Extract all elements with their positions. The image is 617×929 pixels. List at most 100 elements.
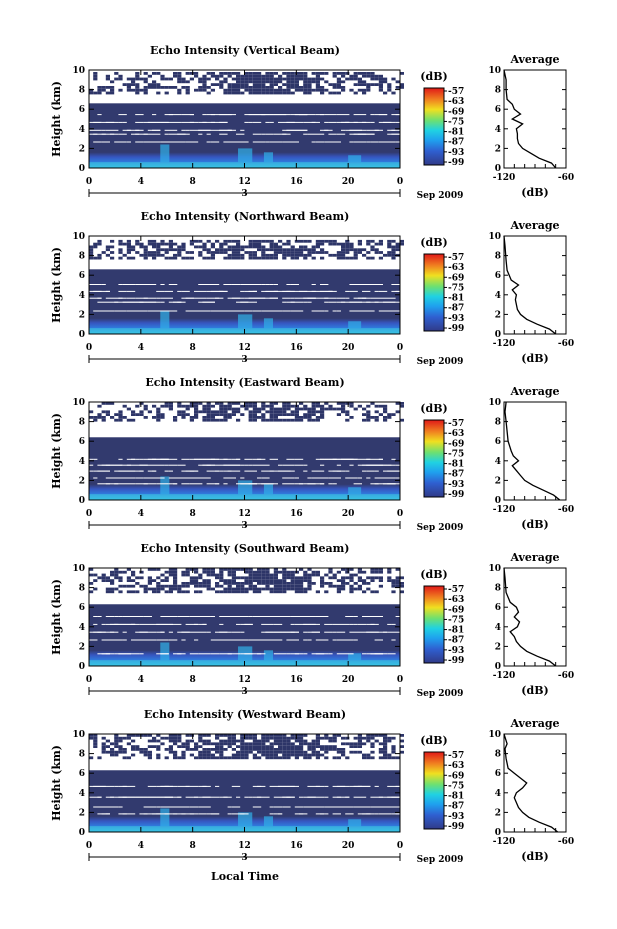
echo-cell xyxy=(206,91,211,95)
echo-cell xyxy=(311,404,316,408)
echo-cell xyxy=(168,587,173,591)
echo-gap xyxy=(315,477,320,479)
panel-4: Echo Intensity (Westward Beam)0246810Hei… xyxy=(50,708,574,865)
echo-gap xyxy=(227,653,241,655)
echo-gap xyxy=(236,310,245,312)
echo-streak xyxy=(263,816,274,827)
echo-cell xyxy=(320,410,325,414)
echo-gap xyxy=(341,133,346,135)
avg-x-label: (dB) xyxy=(521,186,548,199)
echo-cell xyxy=(328,582,333,585)
echo-gap xyxy=(240,464,245,466)
echo-cell xyxy=(282,568,287,571)
echo-gap xyxy=(215,297,224,299)
echo-cell xyxy=(257,745,262,748)
avg-y-tick-label: 10 xyxy=(488,730,501,740)
echo-gap xyxy=(303,114,316,116)
echo-cell xyxy=(303,91,308,95)
echo-gap xyxy=(240,631,245,633)
echo-cell xyxy=(227,91,232,95)
echo-cell xyxy=(215,756,220,760)
echo-gap xyxy=(147,785,157,787)
echo-cell xyxy=(147,734,152,737)
echo-cell xyxy=(231,91,236,95)
echo-cell xyxy=(320,88,325,92)
echo-cell xyxy=(152,245,157,249)
echo-gap xyxy=(135,458,140,460)
echo-cell xyxy=(273,83,278,86)
echo-gap xyxy=(173,458,178,460)
echo-cell xyxy=(198,590,203,594)
echo-cell xyxy=(181,416,186,419)
echo-cell xyxy=(118,256,123,260)
echo-cell xyxy=(194,72,199,75)
echo-gap xyxy=(311,290,325,292)
echo-cell xyxy=(282,590,287,594)
echo-streak xyxy=(238,314,253,329)
echo-cell xyxy=(206,248,211,252)
echo-cell xyxy=(374,570,379,574)
echo-cell xyxy=(320,582,325,585)
echo-cell xyxy=(303,404,308,408)
echo-cell xyxy=(307,239,312,243)
echo-cell xyxy=(227,83,232,86)
echo-cell xyxy=(135,576,140,580)
echo-cell xyxy=(122,584,127,588)
echo-cell xyxy=(273,245,278,249)
echo-cell xyxy=(269,745,274,748)
echo-gap xyxy=(383,141,388,143)
echo-gap xyxy=(278,623,283,625)
echo-gap xyxy=(173,141,186,143)
echo-cell xyxy=(366,83,371,86)
echo-cell xyxy=(93,736,98,740)
echo-gap xyxy=(181,114,194,116)
echo-cell xyxy=(240,253,245,257)
echo-cell xyxy=(227,245,232,249)
echo-cell xyxy=(357,404,362,408)
echo-gap xyxy=(328,653,333,655)
echo-cell xyxy=(248,736,253,740)
echo-cell xyxy=(210,573,215,577)
echo-cell xyxy=(374,251,379,254)
colorbar-unit: (dB) xyxy=(420,568,447,581)
echo-cell xyxy=(160,742,165,746)
echo-cell xyxy=(173,568,178,571)
echo-cell xyxy=(282,418,287,422)
echo-gap xyxy=(349,458,358,460)
echo-cell xyxy=(122,756,127,760)
echo-cell xyxy=(236,86,241,89)
echo-cell xyxy=(265,579,270,582)
echo-cell xyxy=(324,590,329,594)
echo-gap xyxy=(278,464,283,466)
echo-cell xyxy=(131,739,136,743)
echo-cell xyxy=(252,734,257,737)
echo-gap xyxy=(282,133,287,135)
echo-cell xyxy=(261,416,266,419)
echo-cell xyxy=(341,80,346,84)
echo-cell xyxy=(227,736,232,740)
echo-cell xyxy=(231,413,236,416)
echo-cell xyxy=(122,83,127,86)
echo-cell xyxy=(168,245,173,249)
echo-gap xyxy=(357,301,371,303)
echo-cell xyxy=(118,748,123,751)
echo-gap xyxy=(320,477,329,479)
echo-cell xyxy=(252,742,257,746)
echo-cell xyxy=(231,734,236,737)
echo-cell xyxy=(173,570,178,574)
echo-cell xyxy=(198,582,203,585)
echo-cell xyxy=(299,590,304,594)
echo-cell xyxy=(202,88,207,92)
echo-streak xyxy=(160,144,170,163)
echo-cell xyxy=(349,742,354,746)
echo-gap xyxy=(164,653,169,655)
echo-gap xyxy=(391,483,404,485)
echo-cell xyxy=(341,72,346,75)
echo-cell xyxy=(126,86,131,89)
echo-cell xyxy=(278,245,283,249)
echo-cell xyxy=(299,74,304,78)
echo-cell xyxy=(261,568,266,571)
echo-gap xyxy=(399,297,413,299)
echo-cell xyxy=(370,402,375,405)
echo-cell xyxy=(257,739,262,743)
